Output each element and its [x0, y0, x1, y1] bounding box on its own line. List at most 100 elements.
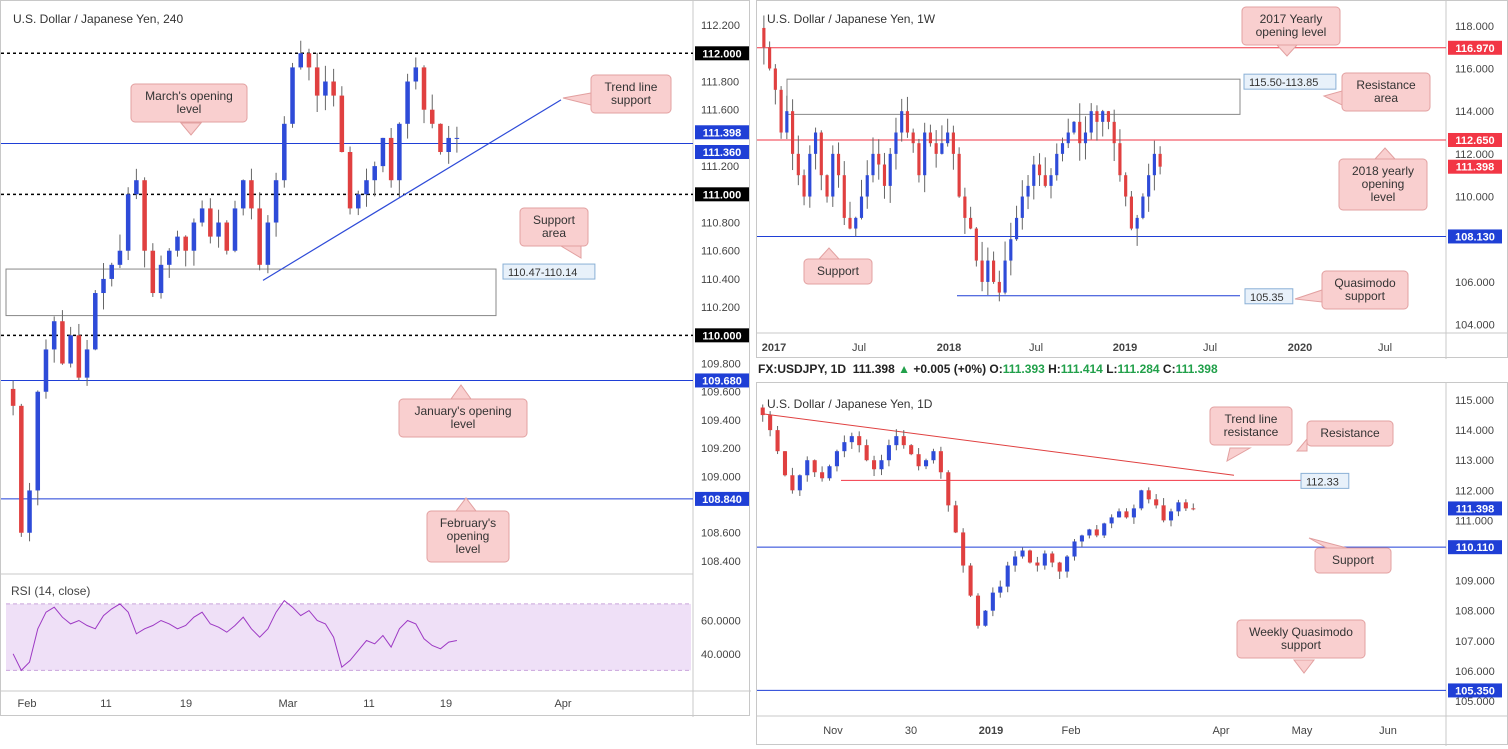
candle-body: [1050, 553, 1055, 563]
candle-body: [1161, 505, 1166, 521]
y-tick-label: 112.200: [701, 20, 740, 32]
candle-body: [882, 164, 887, 186]
candle-body: [191, 222, 197, 251]
y-tick-label: 115.000: [1455, 395, 1494, 407]
trend-line: [760, 413, 1235, 476]
candle-body: [946, 472, 951, 506]
usdjpy-daily-chart[interactable]: U.S. Dollar / Japanese Yen, 1D 112.33 115…: [756, 382, 1508, 746]
price-tag: 111.398: [1456, 503, 1495, 515]
candle-body: [1146, 490, 1151, 500]
candle-body: [1112, 121, 1116, 144]
usdjpy-4h-svg: U.S. Dollar / Japanese Yen, 240 110.47-1…: [1, 1, 751, 717]
candle-body: [768, 47, 772, 69]
resistance-zone-label: 115.50-113.85: [1249, 77, 1318, 89]
candle-body: [877, 153, 881, 165]
x-tick-label: 11: [100, 698, 111, 710]
candle-body: [808, 153, 812, 197]
candle-body: [854, 217, 858, 229]
x-tick-label: Jul: [1378, 342, 1392, 354]
callout-2017-line: opening level: [1256, 25, 1327, 39]
price-tag: 111.000: [703, 189, 742, 201]
candle-body: [969, 217, 973, 229]
candle-body: [997, 281, 1001, 293]
candle-body: [1003, 260, 1007, 293]
usdjpy-weekly-svg: U.S. Dollar / Japanese Yen, 1W 115.50-11…: [757, 1, 1508, 359]
price-tag-bg: [1448, 132, 1502, 147]
price-tag-bg: [695, 145, 749, 160]
candle-body: [928, 132, 932, 144]
x-tick-label: 2020: [1288, 342, 1312, 354]
candle-body: [1124, 511, 1129, 518]
candle-body: [142, 180, 147, 251]
candle-body: [842, 175, 846, 218]
y-tick-label: 116.000: [1455, 63, 1494, 75]
candle-body: [805, 460, 810, 476]
rsi-band: [6, 603, 691, 671]
candle-body: [796, 153, 800, 176]
candle-body: [1168, 511, 1174, 521]
candle-body: [911, 132, 915, 144]
ohlc-header: FX:USDJPY, 1D 111.398 ▲ +0.005 (+0%) O:1…: [758, 362, 1218, 376]
candle-body: [1089, 111, 1093, 133]
candle-body: [946, 132, 950, 144]
y-tick-label: 111.600: [701, 105, 739, 117]
candle-body: [1101, 111, 1105, 122]
x-tick-label: 2017: [762, 342, 786, 354]
candle-body: [454, 137, 460, 139]
resistance-level-label: 112.33: [1306, 476, 1339, 488]
candle-body: [1083, 132, 1088, 144]
callout-trendline-resistance-line: Trend line: [1225, 412, 1278, 426]
callout-resistance-pointer: [1295, 437, 1308, 452]
callout-february-pointer: [454, 497, 478, 512]
x-tick-label: 19: [180, 698, 192, 710]
y-tick-label: 114.000: [1455, 425, 1494, 437]
support-zone-label: 110.47-110.14: [508, 267, 577, 279]
candle-body: [1027, 550, 1033, 563]
candle-body: [1009, 239, 1013, 261]
usdjpy-4h-chart[interactable]: U.S. Dollar / Japanese Yen, 240 110.47-1…: [0, 0, 751, 717]
candle-body: [1129, 196, 1133, 229]
support-zone-label-bg: [502, 263, 596, 280]
x-tick-label: Feb: [1062, 725, 1081, 737]
candle-body: [282, 123, 287, 181]
candle-body: [372, 166, 377, 181]
usdjpy-weekly-chart[interactable]: U.S. Dollar / Japanese Yen, 1W 115.50-11…: [756, 0, 1508, 359]
candle-body: [413, 67, 419, 82]
callout-trendline-line: Trend line: [605, 80, 658, 94]
callout-support-pointer: [817, 247, 841, 260]
candle-body: [249, 180, 254, 209]
x-tick-label: Apr: [1212, 725, 1229, 737]
candle-body: [940, 143, 944, 154]
candle-body: [1191, 508, 1196, 510]
x-tick-label: 30: [905, 725, 917, 737]
change-value: +0.005 (+0%): [913, 362, 987, 376]
candle-body: [836, 153, 841, 176]
candle-body: [812, 460, 817, 473]
candle-body: [84, 349, 90, 378]
callout-trendline-line: support: [611, 93, 652, 107]
candle-body: [1013, 556, 1018, 566]
candle-body: [990, 592, 995, 611]
callout-quasimodo-line: Quasimodo: [1334, 276, 1396, 290]
price-tag-bg: [1448, 683, 1502, 698]
candle-body: [208, 208, 213, 237]
candle-body: [871, 153, 875, 176]
candle-body: [986, 260, 990, 282]
x-tick-label: Apr: [554, 698, 571, 710]
candle-body: [438, 123, 443, 153]
y-tick-label: 109.400: [701, 415, 741, 427]
y-tick-label: 112.000: [1455, 149, 1494, 161]
callout-quasimodo-line: support: [1345, 289, 1386, 303]
trend-line: [262, 99, 562, 281]
candle-body: [1139, 490, 1144, 509]
candle-body: [51, 321, 57, 350]
candle-body: [10, 388, 16, 406]
y-tick-label: 110.200: [701, 302, 740, 314]
callout-support-box: [1314, 547, 1392, 574]
y-tick-label: 106.000: [1455, 277, 1495, 289]
price-tag: 112.000: [702, 48, 741, 60]
resistance-level-label-bg: [1300, 472, 1350, 489]
candle-body: [848, 217, 852, 229]
callout-2018-pointer: [1373, 147, 1397, 160]
price-tag: 109.680: [702, 375, 742, 387]
